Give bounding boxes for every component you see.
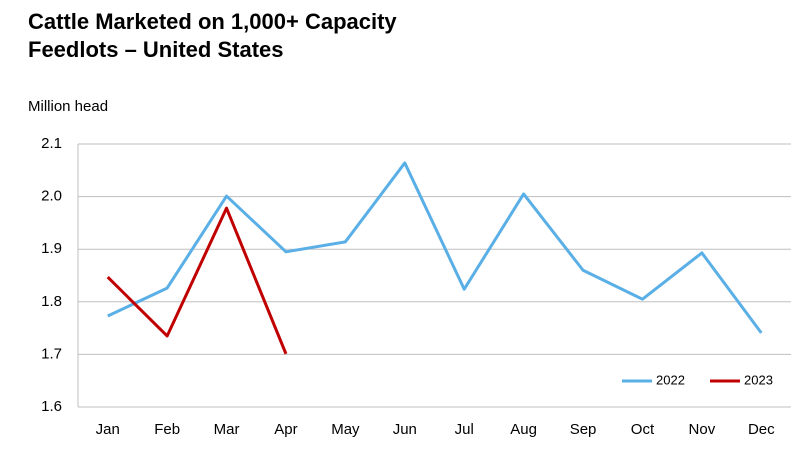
series-line (106, 206, 288, 355)
y-tick-label: 2.1 (41, 135, 62, 152)
x-tick-label: Dec (748, 421, 775, 438)
x-tick-label: Apr (274, 421, 297, 438)
x-tick-label: Aug (510, 421, 537, 438)
legend-label: 2023 (744, 372, 773, 387)
y-axis-label: Million head (28, 98, 108, 115)
y-tick-label: 1.9 (41, 240, 62, 257)
y-tick-label: 1.8 (41, 293, 62, 310)
x-tick-label: Oct (631, 421, 655, 438)
series-line (107, 161, 763, 334)
y-tick-label: 1.6 (41, 398, 62, 415)
x-tick-label: Jun (393, 421, 417, 438)
chart-title: Cattle Marketed on 1,000+ Capacity Feedl… (28, 9, 397, 62)
legend-label: 2022 (656, 372, 685, 387)
y-tick-label: 1.7 (41, 345, 62, 362)
x-tick-label: Mar (214, 421, 240, 438)
x-tick-label: Jan (96, 421, 120, 438)
x-tick-label: Nov (689, 421, 716, 438)
y-tick-label: 2.0 (41, 188, 62, 205)
x-tick-label: Jul (455, 421, 474, 438)
x-tick-label: Sep (570, 421, 597, 438)
x-tick-label: Feb (154, 421, 180, 438)
x-tick-label: May (331, 421, 360, 438)
